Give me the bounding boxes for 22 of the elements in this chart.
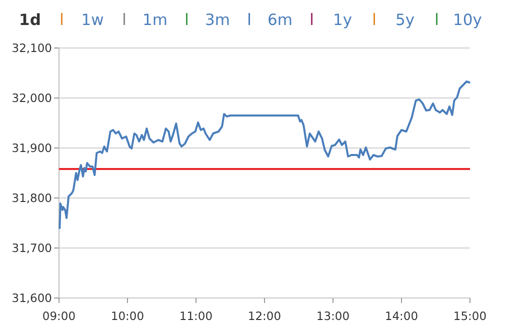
y-tick-label: 31,600 [12,291,52,306]
line-series [58,80,470,229]
x-tick-label: 15:00 [453,309,487,323]
x-tick-label: 12:00 [248,309,282,323]
text: 6m [268,11,292,29]
y-tick-label: 32,100 [12,41,52,56]
x-tick-label: 13:00 [316,309,350,323]
text: 10y [453,11,482,29]
y-tick-label: 31,900 [12,141,52,156]
y-tick-label: 32,000 [12,91,52,106]
text: 1m [142,11,168,29]
text: 1w [81,11,104,29]
x-tick-label: 09:00 [42,309,76,323]
x-tick-label: 10:00 [110,309,144,323]
y-tick-label: 31,700 [12,241,52,256]
text: 5y [395,11,415,29]
text: 3m [205,11,230,29]
text: 1d [19,11,41,29]
y-tick-label: 31,800 [12,191,52,206]
text: 1y [332,11,352,29]
x-tick-label: 11:00 [179,309,213,323]
x-tick-label: 14:00 [384,309,418,323]
